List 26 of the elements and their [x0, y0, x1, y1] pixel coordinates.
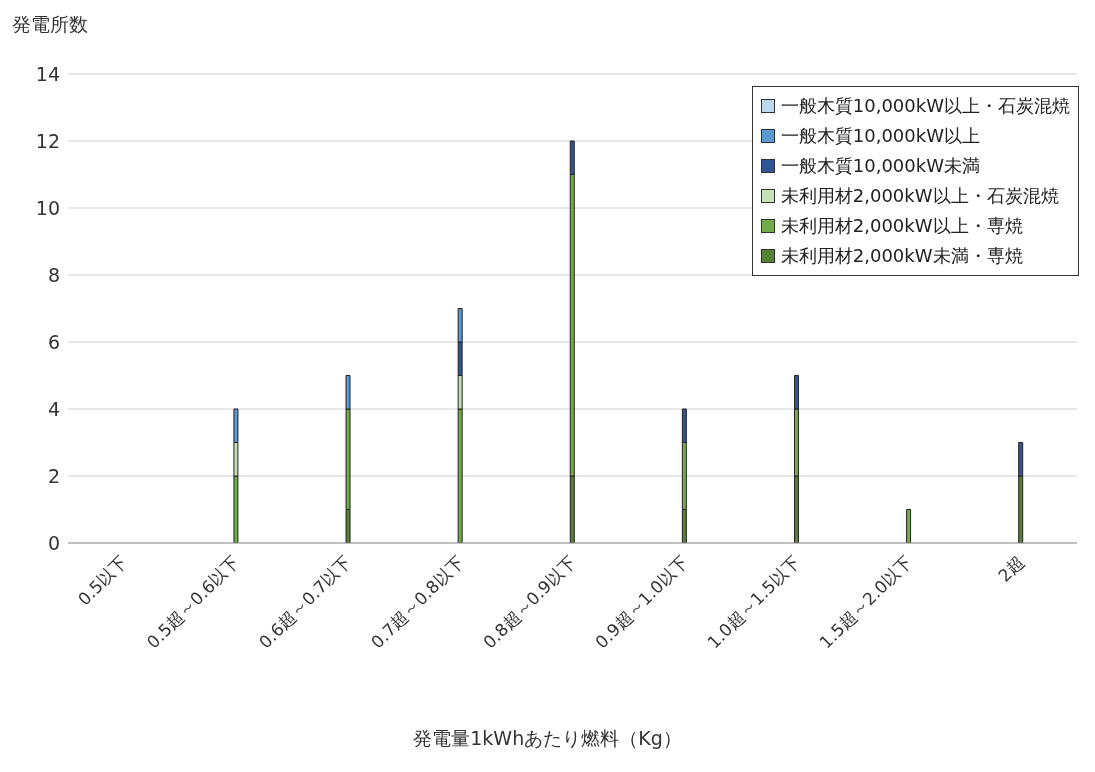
- legend-label: 未利用材2,000kW未満・専焼: [780, 244, 1023, 268]
- x-tick-label: 0.9超～1.0以下: [591, 551, 692, 653]
- legend-label: 未利用材2,000kW以上・専焼: [780, 214, 1023, 238]
- x-tick-label: 0.8超～0.9以下: [479, 551, 580, 653]
- legend-label: 一般木質10,000kW未満: [780, 154, 980, 178]
- x-tick-label: 0.5超～0.6以下: [142, 551, 244, 653]
- y-tick-label: 4: [47, 397, 60, 420]
- y-axis-title: 発電所数: [12, 12, 88, 37]
- legend-label: 一般木質10,000kW以上: [780, 124, 980, 148]
- x-tick-label: 0.5以下: [73, 551, 132, 610]
- y-tick-label: 6: [47, 330, 60, 353]
- x-tick-label: 0.6超～0.7以下: [254, 551, 356, 653]
- x-tick-label: 1.0超～1.5以下: [703, 551, 804, 653]
- y-tick-label: 10: [35, 196, 60, 219]
- x-tick-label: 2超: [994, 551, 1029, 586]
- x-tick-label: 0.7超～0.8以下: [367, 551, 468, 653]
- y-tick-label: 2: [47, 464, 60, 487]
- x-axis-title: 発電量1kWhあたり燃料（Kg）: [412, 726, 683, 751]
- bar: [906, 509, 912, 543]
- legend-label: 一般木質10,000kW以上・石炭混焼: [780, 94, 1070, 118]
- x-tick-label: 1.5超～2.0以下: [815, 551, 916, 653]
- legend-label: 未利用材2,000kW以上・石炭混焼: [780, 184, 1059, 208]
- y-tick-label: 0: [47, 531, 60, 554]
- y-tick-label: 14: [35, 62, 60, 85]
- y-tick-label: 8: [47, 263, 60, 286]
- y-tick-label: 12: [35, 129, 60, 152]
